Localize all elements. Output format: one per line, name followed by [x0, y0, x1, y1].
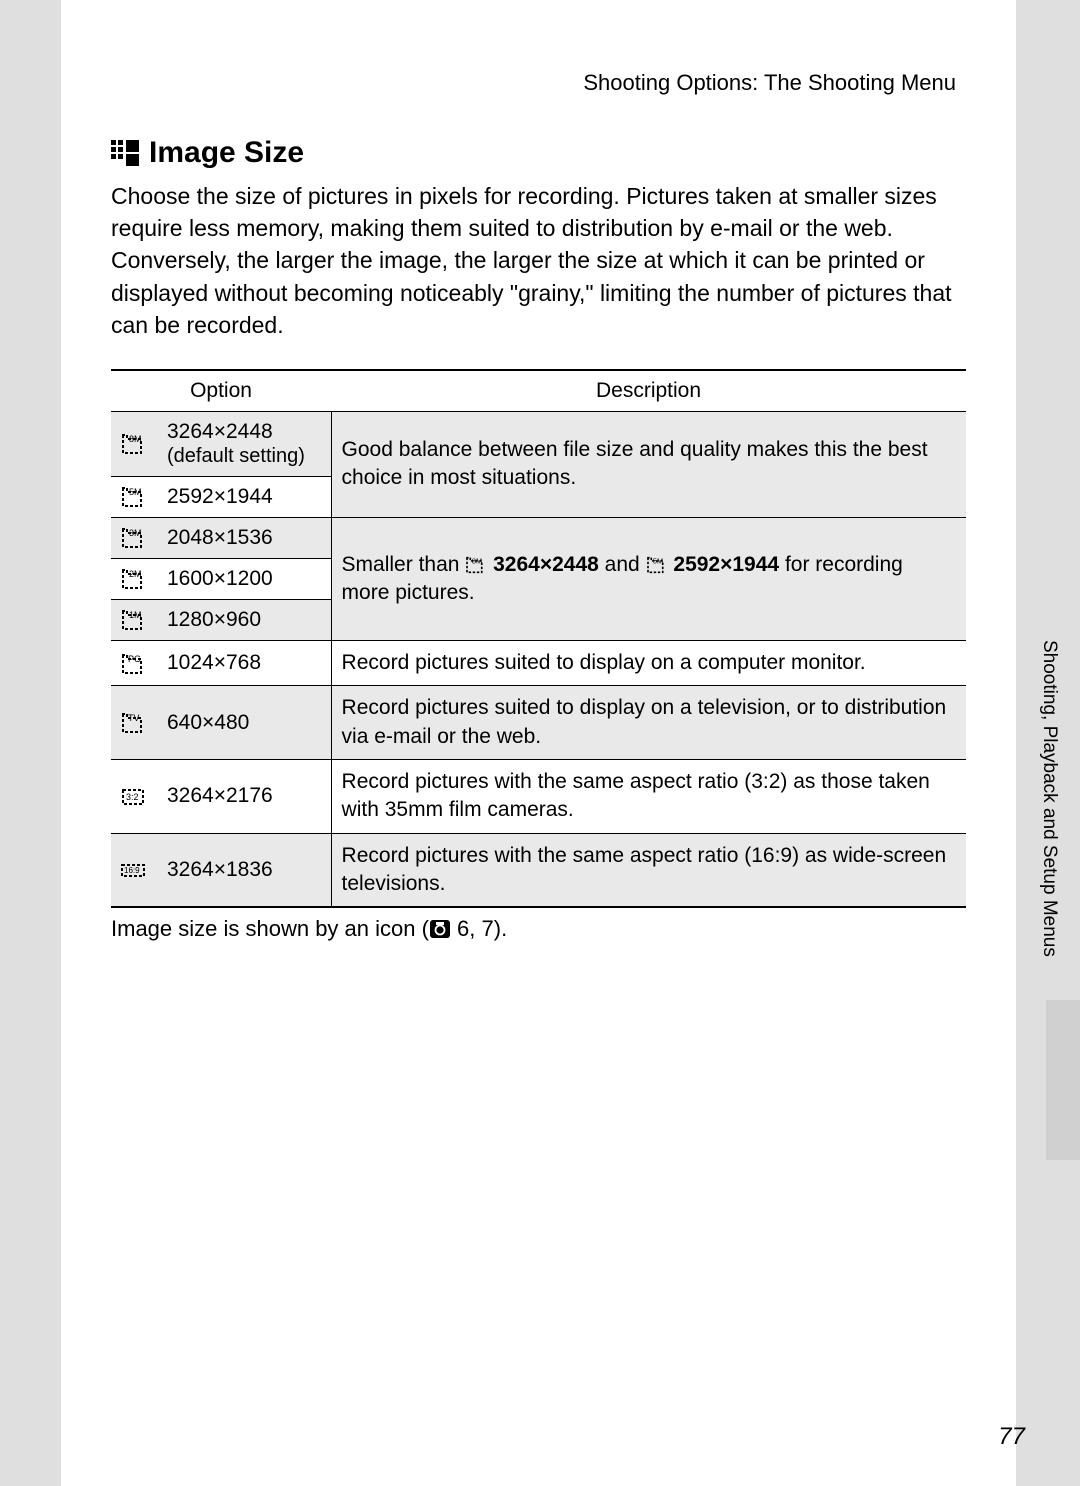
size-icon-pc: PC — [111, 640, 157, 685]
svg-text:2M: 2M — [129, 569, 142, 579]
table-header-row: Option Description — [111, 370, 966, 412]
page-number: 77 — [998, 1423, 1025, 1451]
size-label: 3264×1836 — [157, 833, 331, 907]
size-label: 1600×1200 — [157, 558, 331, 599]
side-section-label: Shooting, Playback and Setup Menus — [1038, 640, 1060, 957]
size-text: 3264×2448 — [167, 420, 273, 443]
svg-text:TV: TV — [128, 713, 140, 723]
size-label: 2592×1944 — [157, 476, 331, 517]
table-row: TV 640×480 Record pictures suited to dis… — [111, 686, 966, 760]
size-icon-32: 3:2 — [111, 759, 157, 833]
desc-bold: 3264×2448 — [493, 553, 599, 576]
intro-paragraph: Choose the size of pictures in pixels fo… — [111, 180, 966, 341]
footnote-pages: 6, 7). — [451, 916, 507, 941]
header-description: Description — [331, 370, 966, 412]
size-icon-169: 16:9 — [111, 833, 157, 907]
size-icon-1m: 1M — [111, 599, 157, 640]
header-option: Option — [111, 370, 331, 412]
desc-text: Smaller than — [342, 553, 466, 576]
side-tab-marker — [1046, 1000, 1080, 1160]
svg-text:16:9: 16:9 — [124, 866, 140, 875]
size-label: 1024×768 — [157, 640, 331, 685]
size-icon-2m: 2M — [111, 558, 157, 599]
table-row: PC 1024×768 Record pictures suited to di… — [111, 640, 966, 685]
desc-text: and — [605, 553, 646, 576]
svg-text:8M: 8M — [472, 556, 482, 565]
size-label: 640×480 — [157, 686, 331, 760]
desc-group1: Good balance between file size and quali… — [331, 411, 966, 517]
table-row: 16:9 3264×1836 Record pictures with the … — [111, 833, 966, 907]
svg-text:5M: 5M — [129, 487, 142, 497]
desc-group2: Smaller than 8M 3264×2448 and 5M 2592×19… — [331, 517, 966, 640]
image-size-icon — [111, 140, 139, 166]
table-row: 8M 3264×2448 (default setting) Good bala… — [111, 411, 966, 476]
desc-169: Record pictures with the same aspect rat… — [331, 833, 966, 907]
size-icon-tv: TV — [111, 686, 157, 760]
inline-icon-5m: 5M — [646, 556, 668, 574]
size-label: 3264×2448 (default setting) — [157, 411, 331, 476]
svg-text:1M: 1M — [129, 610, 142, 620]
svg-text:PC: PC — [128, 654, 141, 664]
section-title-text: Image Size — [149, 136, 304, 170]
footnote: Image size is shown by an icon ( 6, 7). — [111, 916, 966, 942]
size-label: 2048×1536 — [157, 517, 331, 558]
table-row: 3M 2048×1536 Smaller than 8M 3264×2448 a… — [111, 517, 966, 558]
desc-32: Record pictures with the same aspect rat… — [331, 759, 966, 833]
size-subtext: (default setting) — [167, 445, 305, 467]
inline-icon-8m: 8M — [465, 556, 487, 574]
table-row: 3:2 3264×2176 Record pictures with the s… — [111, 759, 966, 833]
size-icon-8m: 8M — [111, 411, 157, 476]
svg-text:8M: 8M — [129, 434, 142, 444]
desc-bold: 2592×1944 — [673, 553, 779, 576]
size-icon-3m: 3M — [111, 517, 157, 558]
svg-text:3M: 3M — [129, 528, 142, 538]
footnote-prefix: Image size is shown by an icon ( — [111, 916, 429, 941]
size-label: 3264×2176 — [157, 759, 331, 833]
svg-text:5M: 5M — [652, 556, 662, 565]
page-container: Shooting Options: The Shooting Menu Imag… — [61, 0, 1016, 1486]
size-label: 1280×960 — [157, 599, 331, 640]
reference-icon — [429, 919, 451, 939]
svg-text:3:2: 3:2 — [126, 792, 139, 802]
desc-tv: Record pictures suited to display on a t… — [331, 686, 966, 760]
breadcrumb: Shooting Options: The Shooting Menu — [111, 70, 966, 96]
options-table: Option Description 8M 3264×2448 (default… — [111, 369, 966, 908]
desc-pc: Record pictures suited to display on a c… — [331, 640, 966, 685]
section-title: Image Size — [111, 136, 966, 170]
size-icon-5m: 5M — [111, 476, 157, 517]
